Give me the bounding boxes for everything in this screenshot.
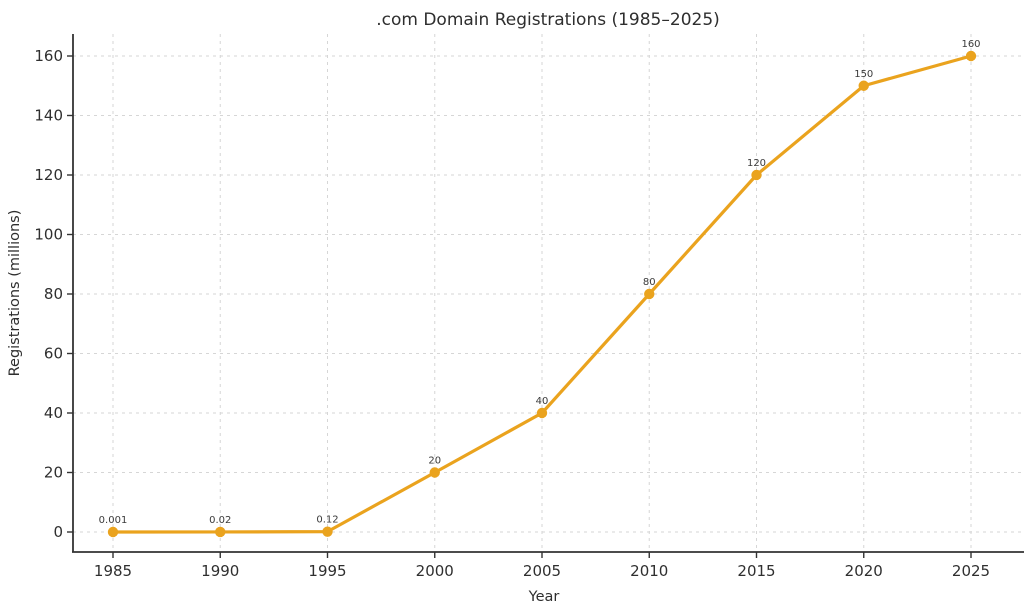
x-tick-label: 2010 [630,562,668,580]
y-tick-label: 100 [34,226,63,244]
y-tick-label: 80 [44,285,63,303]
y-tick-label: 160 [34,47,63,65]
data-point [429,467,440,478]
data-point [215,526,226,538]
data-point-label: 20 [428,456,441,467]
data-point [107,526,119,538]
x-tick-label: 2015 [737,562,775,580]
data-point [751,169,762,181]
y-tick-label: 0 [53,523,63,541]
y-tick-label: 140 [34,107,63,125]
y-tick-label: 20 [44,464,63,482]
data-point-label: 150 [854,69,873,80]
x-tick-label: 2000 [416,562,454,580]
x-tick-label: 1990 [201,562,239,580]
data-point-label: 120 [747,158,766,169]
x-tick-label: 1985 [94,562,132,580]
chart-title: .com Domain Registrations (1985–2025) [376,10,720,30]
data-point [858,80,869,91]
annotation-layer: 0.001 0.02 0.12 20 40 80 120 150 160 [99,39,981,526]
y-axis-label: Registrations (millions) [7,210,23,377]
data-point-label: 0.12 [316,515,338,526]
x-tick-label: 1995 [308,562,346,580]
data-point-label: 80 [643,277,656,288]
grid-layer [73,34,1024,552]
y-tick-label: 40 [44,404,63,422]
x-tick-label: 2005 [523,562,561,580]
x-axis-label: Year [528,589,560,605]
data-point [965,50,977,62]
data-point [644,288,655,300]
x-tick-label: 2025 [952,562,990,580]
y-tick-label: 60 [44,345,63,363]
data-point-label: 0.02 [209,515,231,526]
data-point-label: 160 [961,39,980,50]
x-tick-label: 2020 [845,562,883,580]
data-point [322,526,333,537]
axis-layer: 1985 1990 1995 2000 2005 2010 2015 2020 2025 0 20 4… [34,34,1024,580]
data-point-label: 0.001 [99,515,128,526]
data-point [536,407,548,419]
data-point-label: 40 [536,396,549,407]
series-layer [107,50,977,538]
y-tick-label: 120 [34,166,63,184]
